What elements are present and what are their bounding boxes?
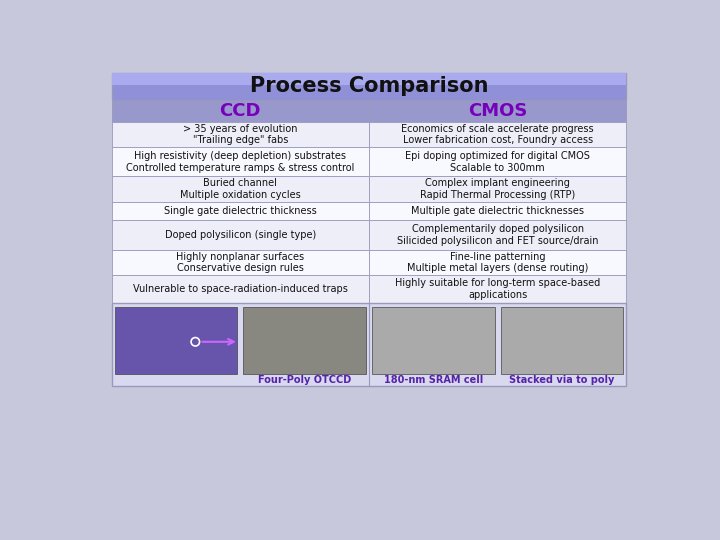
FancyBboxPatch shape	[112, 249, 369, 275]
FancyBboxPatch shape	[369, 220, 626, 249]
Text: Vulnerable to space-radiation-induced traps: Vulnerable to space-radiation-induced tr…	[133, 284, 348, 294]
Text: Highly suitable for long-term space-based
applications: Highly suitable for long-term space-base…	[395, 278, 600, 300]
FancyBboxPatch shape	[112, 220, 369, 249]
Text: CCD: CCD	[220, 102, 261, 120]
FancyBboxPatch shape	[243, 307, 366, 374]
FancyBboxPatch shape	[369, 249, 626, 275]
Text: Buried channel
Multiple oxidation cycles: Buried channel Multiple oxidation cycles	[180, 178, 301, 200]
FancyBboxPatch shape	[112, 303, 626, 386]
FancyBboxPatch shape	[112, 202, 369, 220]
Text: Doped polysilicon (single type): Doped polysilicon (single type)	[165, 230, 316, 240]
Text: Highly nonplanar surfaces
Conservative design rules: Highly nonplanar surfaces Conservative d…	[176, 252, 305, 273]
FancyBboxPatch shape	[112, 72, 626, 100]
FancyBboxPatch shape	[112, 147, 369, 177]
FancyBboxPatch shape	[369, 122, 626, 147]
Text: Stacked via to poly: Stacked via to poly	[509, 375, 615, 384]
Text: Fine-line patterning
Multiple metal layers (dense routing): Fine-line patterning Multiple metal laye…	[407, 252, 588, 273]
FancyBboxPatch shape	[369, 147, 626, 177]
Text: Four-Poly OTCCD: Four-Poly OTCCD	[258, 375, 351, 384]
Text: Single gate dielectric thickness: Single gate dielectric thickness	[164, 206, 317, 216]
FancyBboxPatch shape	[112, 275, 369, 303]
Text: Complex implant engineering
Rapid Thermal Processing (RTP): Complex implant engineering Rapid Therma…	[420, 178, 575, 200]
FancyBboxPatch shape	[369, 275, 626, 303]
FancyBboxPatch shape	[112, 100, 369, 122]
Text: Economics of scale accelerate progress
Lower fabrication cost, Foundry access: Economics of scale accelerate progress L…	[401, 124, 594, 145]
FancyBboxPatch shape	[114, 307, 238, 374]
Text: Complementarily doped polysilicon
Silicided polysilicon and FET source/drain: Complementarily doped polysilicon Silici…	[397, 224, 598, 246]
Text: CMOS: CMOS	[468, 102, 527, 120]
Text: Epi doping optimized for digital CMOS
Scalable to 300mm: Epi doping optimized for digital CMOS Sc…	[405, 151, 590, 173]
Text: Process Comparison: Process Comparison	[250, 76, 488, 96]
Text: 180-nm SRAM cell: 180-nm SRAM cell	[384, 375, 483, 384]
FancyBboxPatch shape	[112, 72, 626, 85]
Text: Multiple gate dielectric thicknesses: Multiple gate dielectric thicknesses	[411, 206, 584, 216]
FancyBboxPatch shape	[369, 100, 626, 122]
FancyBboxPatch shape	[372, 307, 495, 374]
FancyBboxPatch shape	[500, 307, 624, 374]
Text: High resistivity (deep depletion) substrates
Controlled temperature ramps & stre: High resistivity (deep depletion) substr…	[126, 151, 354, 173]
Text: > 35 years of evolution
"Trailing edge" fabs: > 35 years of evolution "Trailing edge" …	[183, 124, 297, 145]
FancyBboxPatch shape	[112, 177, 369, 202]
FancyBboxPatch shape	[369, 202, 626, 220]
FancyBboxPatch shape	[369, 177, 626, 202]
FancyBboxPatch shape	[112, 122, 369, 147]
